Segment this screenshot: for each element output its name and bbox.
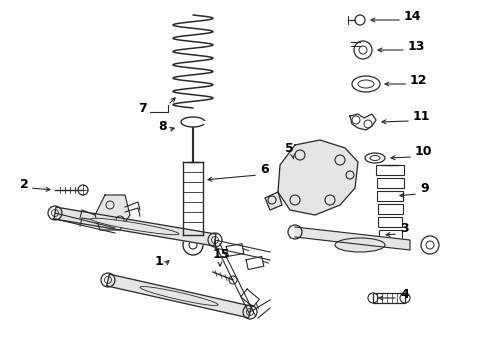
Bar [376,191,402,201]
Text: 8: 8 [158,120,166,133]
Polygon shape [106,274,251,318]
Text: 10: 10 [414,145,431,158]
Bar [372,293,404,303]
Text: 5: 5 [285,142,293,155]
Text: 11: 11 [412,110,429,123]
Polygon shape [95,195,130,230]
Text: 15: 15 [213,248,230,261]
Ellipse shape [334,238,384,252]
Text: 2: 2 [20,178,29,191]
Text: 9: 9 [419,182,428,195]
Bar [377,204,402,214]
Text: 14: 14 [403,10,421,23]
Text: 12: 12 [409,74,427,87]
Ellipse shape [91,218,179,235]
Text: 6: 6 [260,163,268,176]
Text: 13: 13 [407,40,425,53]
Polygon shape [278,140,357,215]
Bar [375,165,403,175]
Polygon shape [294,227,409,250]
Text: 4: 4 [399,288,408,301]
Polygon shape [54,207,216,246]
Ellipse shape [140,287,218,306]
Bar [377,217,401,227]
Bar [378,230,401,240]
Text: 3: 3 [399,222,408,235]
Text: 1: 1 [155,255,163,268]
Bar [376,178,403,188]
Text: 7: 7 [138,102,146,115]
Polygon shape [264,192,282,210]
